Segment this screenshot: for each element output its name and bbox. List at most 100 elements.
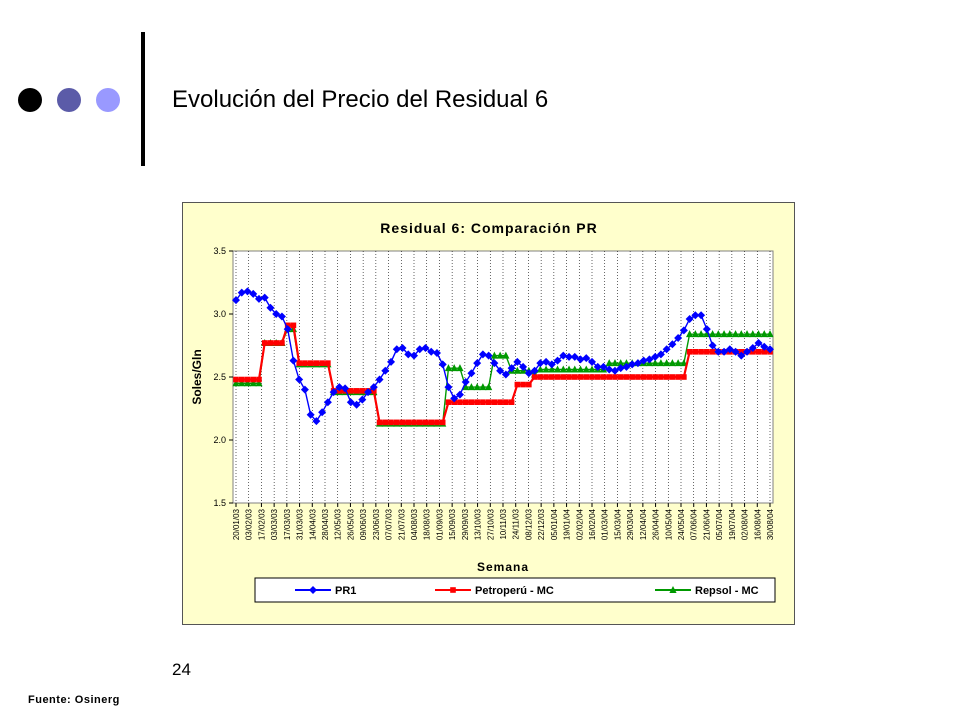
data-point xyxy=(628,360,637,369)
x-tick-label: 15/09/03 xyxy=(448,508,457,540)
data-point xyxy=(393,419,400,426)
data-point xyxy=(411,419,417,426)
x-tick-label: 08/12/03 xyxy=(524,508,533,540)
x-tick-label: 27/10/03 xyxy=(486,508,495,540)
data-point xyxy=(737,330,745,338)
y-axis-label: Soles/Gln xyxy=(190,349,204,404)
x-tick-label: 02/02/04 xyxy=(575,508,584,540)
data-point xyxy=(273,340,279,346)
data-point xyxy=(307,360,314,366)
data-point xyxy=(633,359,642,368)
data-point xyxy=(565,352,574,361)
data-point xyxy=(244,376,251,383)
data-point xyxy=(526,381,532,388)
x-tick-label: 03/02/03 xyxy=(245,508,254,540)
data-point xyxy=(576,355,585,364)
data-point xyxy=(731,330,740,338)
data-point xyxy=(329,388,338,397)
data-point xyxy=(457,399,463,405)
data-point xyxy=(611,359,619,367)
data-point xyxy=(369,383,378,392)
data-point xyxy=(743,347,752,356)
data-point xyxy=(605,359,613,367)
data-point xyxy=(691,330,699,338)
legend-marker xyxy=(669,586,677,593)
x-tick-label: 24/11/03 xyxy=(512,508,521,539)
data-point xyxy=(760,330,768,338)
data-point xyxy=(267,340,274,346)
data-point xyxy=(473,359,482,368)
data-point xyxy=(656,350,665,359)
data-point xyxy=(657,359,665,367)
data-point xyxy=(662,345,671,354)
data-point xyxy=(302,360,308,366)
data-point xyxy=(543,374,549,380)
data-point xyxy=(697,311,706,320)
data-point xyxy=(507,364,516,373)
data-point xyxy=(589,374,595,380)
x-tick-label: 16/08/04 xyxy=(753,508,762,540)
x-tick-label: 31/03/03 xyxy=(296,508,305,540)
data-point xyxy=(376,419,383,426)
legend-label: Petroperú - MC xyxy=(475,585,554,597)
data-point xyxy=(318,408,327,417)
data-point xyxy=(290,322,297,329)
data-point xyxy=(300,385,309,394)
data-point xyxy=(708,341,717,350)
x-tick-label: 19/01/04 xyxy=(563,508,572,540)
data-point xyxy=(364,388,373,397)
data-point xyxy=(243,379,252,387)
x-tick-label: 16/02/04 xyxy=(588,508,597,540)
data-point xyxy=(766,345,774,354)
legend-label: Repsol - MC xyxy=(695,585,759,597)
data-point xyxy=(583,374,590,380)
data-point xyxy=(519,362,528,371)
data-point xyxy=(702,325,711,334)
data-point xyxy=(616,364,625,373)
data-point xyxy=(709,349,716,355)
y-tick-label: 2.5 xyxy=(213,372,226,382)
data-point xyxy=(462,399,469,405)
data-point xyxy=(250,376,257,383)
data-point xyxy=(398,344,407,353)
data-point xyxy=(571,365,579,373)
data-point xyxy=(428,419,435,426)
data-point xyxy=(704,349,710,355)
data-point xyxy=(485,399,492,405)
data-point xyxy=(646,374,653,380)
x-tick-label: 05/01/04 xyxy=(550,508,559,540)
source-note: Fuente: Osinerg xyxy=(28,694,120,706)
data-point xyxy=(238,379,246,387)
data-point xyxy=(479,383,487,391)
data-point xyxy=(559,365,567,373)
data-point xyxy=(651,352,660,361)
data-point xyxy=(639,356,648,365)
data-point xyxy=(232,379,240,387)
data-point xyxy=(277,312,286,321)
data-point xyxy=(312,417,321,426)
x-tick-label: 22/12/03 xyxy=(537,508,546,540)
legend-marker xyxy=(309,586,317,594)
data-point xyxy=(399,419,406,426)
data-point xyxy=(570,352,579,361)
data-point xyxy=(755,349,762,355)
data-point xyxy=(375,375,384,384)
data-point xyxy=(468,399,475,405)
data-point xyxy=(467,369,476,378)
x-tick-label: 20/01/03 xyxy=(232,508,241,540)
data-point xyxy=(617,374,624,380)
x-tick-label: 26/05/03 xyxy=(346,508,355,540)
data-point xyxy=(542,365,550,373)
data-point xyxy=(679,326,688,335)
data-point xyxy=(456,364,464,372)
data-point xyxy=(514,381,521,388)
series-line xyxy=(235,290,771,423)
x-tick-label: 10/11/03 xyxy=(499,508,508,539)
data-point xyxy=(313,360,320,366)
x-tick-label: 05/07/04 xyxy=(715,508,724,540)
data-point xyxy=(658,374,664,380)
data-point xyxy=(617,359,625,367)
data-point xyxy=(485,383,493,391)
data-point xyxy=(404,350,413,359)
data-point xyxy=(553,356,562,365)
